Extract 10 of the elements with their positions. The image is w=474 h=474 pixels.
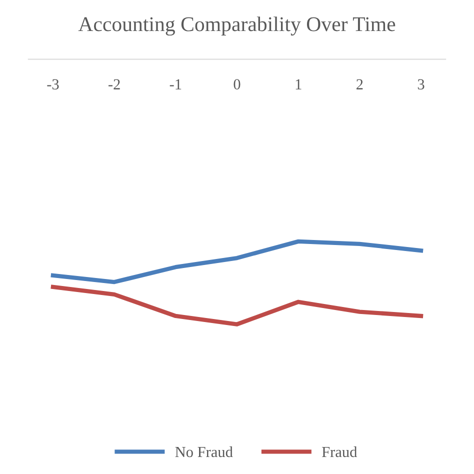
- x-tick-label: 2: [356, 79, 363, 90]
- legend-label: No Fraud: [175, 446, 233, 458]
- x-tick-label: 0: [234, 79, 240, 90]
- x-tick-label: -3: [47, 79, 59, 90]
- legend-label: Fraud: [322, 446, 358, 458]
- x-tick-label: -1: [170, 79, 182, 90]
- x-tick-label: -2: [108, 79, 120, 90]
- x-tick-label: 3: [418, 79, 424, 90]
- x-tick-label: 1: [296, 79, 302, 90]
- chart-title: Accounting Comparability Over Time: [78, 16, 396, 36]
